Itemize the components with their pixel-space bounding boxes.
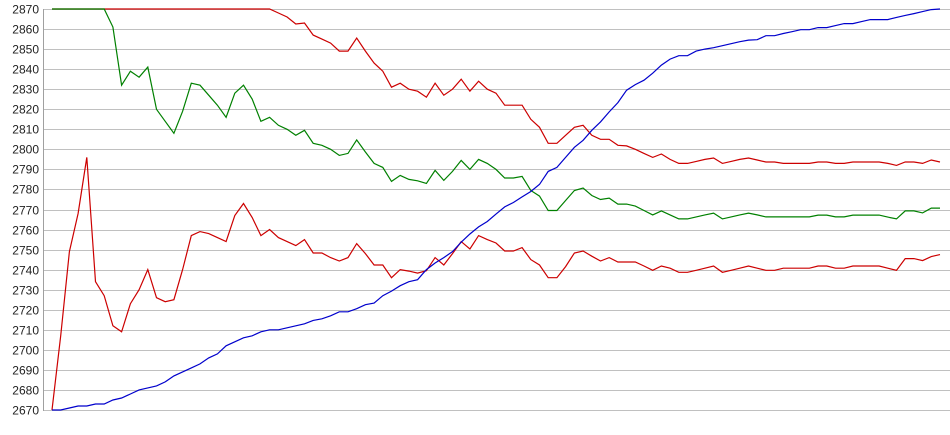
- y-tick-label: 2820: [12, 103, 39, 117]
- y-tick-label: 2740: [12, 264, 39, 278]
- y-tick-label: 2670: [12, 404, 39, 418]
- y-tick-label: 2850: [12, 43, 39, 57]
- gridlines: [43, 9, 950, 411]
- series-line-3: [51, 157, 941, 411]
- y-tick-label: 2860: [12, 23, 39, 37]
- y-tick-label: 2690: [12, 364, 39, 378]
- y-tick-label: 2710: [12, 324, 39, 338]
- y-tick-label: 2870: [12, 3, 39, 17]
- y-tick-label: 2840: [12, 63, 39, 77]
- y-tick-label: 2830: [12, 83, 39, 97]
- series-lines: [51, 8, 941, 411]
- y-axis-tick-labels: 2670 2680 2690 2700 2710 2720 2730 2740 2750 2760…: [12, 3, 39, 418]
- series-line-4: [52, 8, 941, 411]
- y-tick-label: 2760: [12, 224, 39, 238]
- y-tick-label: 2720: [12, 304, 39, 318]
- y-tick-label: 2780: [12, 183, 39, 197]
- y-tick-label: 2700: [12, 344, 39, 358]
- series-line-2: [52, 8, 940, 220]
- y-tick-label: 2810: [12, 123, 39, 137]
- y-tick-label: 2800: [12, 143, 39, 157]
- series-line-1: [52, 8, 941, 167]
- y-tick-label: 2770: [12, 204, 39, 218]
- y-tick-label: 2790: [12, 163, 39, 177]
- y-tick-label: 2730: [12, 284, 39, 298]
- y-tick-label: 2750: [12, 244, 39, 258]
- y-tick-label: 2680: [12, 384, 39, 398]
